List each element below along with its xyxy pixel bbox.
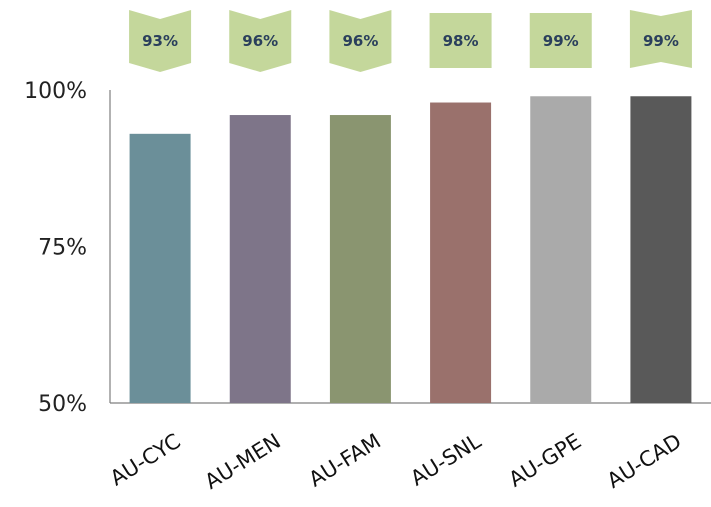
x-category-label: AU-GPE xyxy=(505,429,586,492)
bar-group xyxy=(129,96,692,404)
data-label: 96% xyxy=(342,32,378,50)
bar-au-gpe xyxy=(530,96,592,403)
bar-au-snl xyxy=(430,102,492,404)
data-label: 99% xyxy=(543,32,579,50)
x-category-label: AU-SNL xyxy=(406,429,485,491)
data-label: 93% xyxy=(142,32,178,50)
bar-au-cyc xyxy=(129,133,191,403)
bar-au-fam xyxy=(329,115,391,403)
data-label: 96% xyxy=(242,32,278,50)
x-category-label: AU-CAD xyxy=(603,429,686,493)
data-label: 99% xyxy=(643,32,679,50)
y-tick-label: 100% xyxy=(24,79,87,104)
y-tick-labels: 50% 75% 100% xyxy=(24,79,87,417)
data-label-group: 93% 96% 96% 98% 99% 99% xyxy=(129,10,692,72)
bar-au-men xyxy=(229,115,291,403)
chart-axes xyxy=(109,90,711,404)
x-category-label: AU-MEN xyxy=(201,429,285,494)
data-label-callout xyxy=(329,10,392,72)
x-category-label: AU-CYC xyxy=(106,429,185,491)
data-label-callout xyxy=(429,13,492,68)
x-category-labels: AU-CYC AU-MEN AU-FAM AU-SNL AU-GPE AU-CAD xyxy=(106,429,686,494)
y-tick-label: 50% xyxy=(38,392,87,417)
bar-au-cad xyxy=(630,96,692,403)
data-label-callout xyxy=(129,10,192,72)
data-label-callout xyxy=(629,10,692,68)
data-label: 98% xyxy=(443,32,479,50)
data-label-callout xyxy=(529,13,592,68)
x-category-label: AU-FAM xyxy=(305,429,386,492)
y-tick-label: 75% xyxy=(38,236,87,261)
data-label-callout xyxy=(229,10,292,72)
